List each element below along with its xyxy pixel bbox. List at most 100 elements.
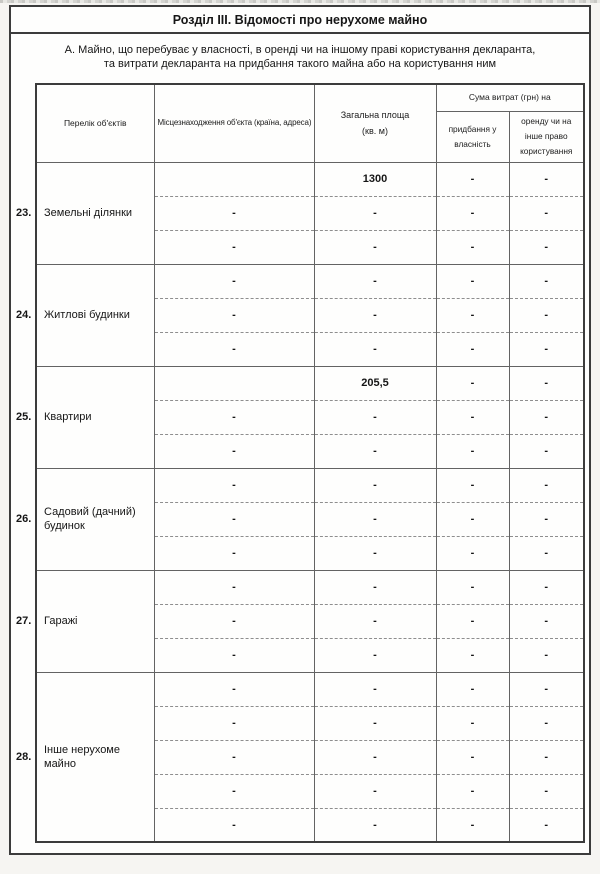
header-total-area-line1: Загальна площа: [340, 110, 410, 121]
cell-rent: -: [508, 535, 585, 570]
table-row: ----: [11, 705, 585, 740]
cell-area: -: [313, 501, 437, 536]
cell-location: -: [153, 535, 315, 570]
cell-purchase: -: [435, 331, 510, 366]
table-row: ----: [11, 229, 585, 264]
table-row: 27. Гаражі - - - -: [11, 569, 585, 672]
cell-area: -: [313, 331, 437, 366]
scan-artifact-strip: [0, 0, 600, 3]
cell-location: -: [153, 467, 315, 502]
subtitle-line-1: А. Майно, що перебуває у власності, в ор…: [64, 44, 536, 56]
cell-purchase: -: [435, 501, 510, 536]
header-total-area: Загальна площа (кв. м): [313, 83, 437, 162]
cell-area: -: [313, 705, 437, 740]
cell-rent: -: [508, 603, 585, 638]
cell-purchase: -: [435, 603, 510, 638]
cell-rent: -: [508, 467, 585, 502]
cell-rent: -: [508, 739, 585, 774]
cell-purchase: -: [435, 195, 510, 230]
cell-purchase: -: [435, 739, 510, 774]
cell-location: -: [153, 399, 315, 434]
cell-area: -: [313, 637, 437, 672]
item-number: 23.: [16, 207, 32, 219]
table-row: 28. Інше нерухоме майно - - - -: [11, 671, 585, 843]
item-number: 26.: [16, 513, 32, 525]
table-row: ----: [11, 637, 585, 672]
cell-rent: -: [508, 263, 585, 298]
cell-area: 1300: [313, 161, 437, 196]
cell-rent: -: [508, 807, 585, 843]
cell-location: -: [153, 807, 315, 843]
item-label: Квартири: [35, 365, 155, 468]
cell-location: -: [153, 263, 315, 298]
header-expenses-group: Сума витрат (грн) на: [435, 83, 585, 111]
cell-purchase: -: [435, 399, 510, 434]
real-estate-table: Перелік об'єктів Місцезнаходження об'єкт…: [11, 83, 585, 843]
cell-purchase: -: [435, 433, 510, 468]
table-row: 24. Житлові будинки - - - -: [11, 263, 585, 366]
cell-area: -: [313, 671, 437, 706]
section-title-bar: Розділ III. Відомості про нерухоме майно: [11, 7, 589, 34]
table-row: ----: [11, 603, 585, 638]
cell-area: -: [313, 297, 437, 332]
cell-location: -: [153, 195, 315, 230]
cell-rent: -: [508, 671, 585, 706]
cell-area: -: [313, 569, 437, 604]
cell-area: -: [313, 535, 437, 570]
cell-location: -: [153, 705, 315, 740]
item-label: Житлові будинки: [35, 263, 155, 366]
cell-area: -: [313, 229, 437, 264]
cell-area: -: [313, 603, 437, 638]
cell-area: -: [313, 433, 437, 468]
number-gutter-spacer: [11, 84, 36, 162]
header-total-area-line2: (кв. м): [362, 126, 388, 137]
item-label: Земельні ділянки: [35, 161, 155, 264]
table-row: 23. Земельні ділянки 1300- -: [11, 161, 585, 264]
cell-rent: -: [508, 161, 585, 196]
cell-purchase: -: [435, 671, 510, 706]
table-row: ----: [11, 773, 585, 808]
cell-location: -: [153, 433, 315, 468]
cell-purchase: -: [435, 467, 510, 502]
cell-location: -: [153, 739, 315, 774]
header-location: Місцезнаходження об'єкта (країна, адреса…: [153, 83, 315, 162]
cell-area: -: [313, 773, 437, 808]
cell-rent: -: [508, 637, 585, 672]
item-number: 27.: [16, 615, 32, 627]
item-label: Гаражі: [35, 569, 155, 672]
cell-location: [153, 365, 315, 400]
table-row: ----: [11, 433, 585, 468]
cell-location: -: [153, 569, 315, 604]
cell-purchase: -: [435, 535, 510, 570]
table-row: ----: [11, 399, 585, 434]
cell-rent: -: [508, 705, 585, 740]
cell-area: -: [313, 195, 437, 230]
cell-purchase: -: [435, 161, 510, 196]
cell-rent: -: [508, 365, 585, 400]
cell-location: [153, 161, 315, 196]
cell-area: -: [313, 739, 437, 774]
cell-purchase: -: [435, 229, 510, 264]
cell-rent: -: [508, 229, 585, 264]
table-row: ----: [11, 501, 585, 536]
header-purchase: придбання у власність: [435, 110, 510, 162]
table-row: 25. Квартири 205,5- -: [11, 365, 585, 468]
section-subtitle: А. Майно, що перебуває у власності, в ор…: [11, 34, 589, 83]
cell-area: -: [313, 263, 437, 298]
cell-rent: -: [508, 773, 585, 808]
document-page: Розділ III. Відомості про нерухоме майно…: [9, 5, 591, 855]
cell-rent: -: [508, 297, 585, 332]
cell-purchase: -: [435, 705, 510, 740]
cell-area: -: [313, 467, 437, 502]
cell-purchase: -: [435, 773, 510, 808]
header-items: Перелік об'єктів: [35, 83, 155, 162]
header-rent: оренду чи на інше право користування: [508, 110, 585, 162]
table-row: ----: [11, 195, 585, 230]
cell-location: -: [153, 637, 315, 672]
item-label: Інше нерухоме майно: [35, 671, 155, 843]
table-row: ----: [11, 535, 585, 570]
cell-rent: -: [508, 569, 585, 604]
cell-area: -: [313, 807, 437, 843]
cell-location: -: [153, 671, 315, 706]
cell-location: -: [153, 297, 315, 332]
